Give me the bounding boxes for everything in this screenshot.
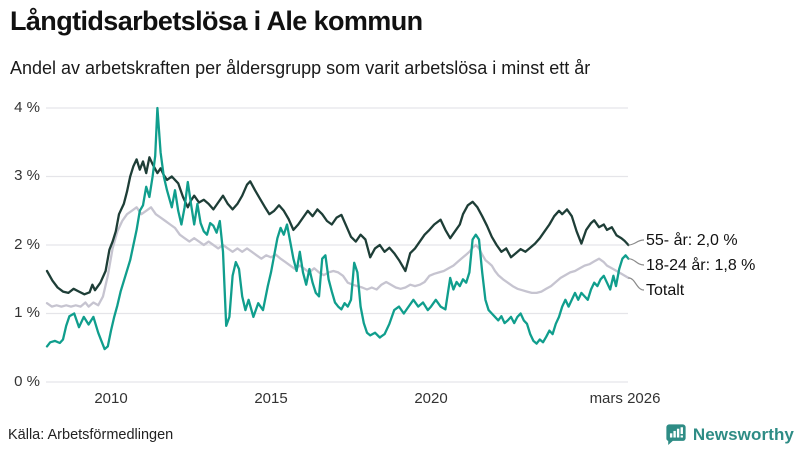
series-line-totalt bbox=[45, 206, 630, 308]
newsworthy-logo-icon bbox=[665, 423, 687, 446]
chart-subtitle: Andel av arbetskraften per åldersgrupp s… bbox=[10, 58, 591, 78]
newsworthy-brand: Newsworthy bbox=[665, 423, 794, 446]
label-connector-totalt bbox=[628, 277, 645, 291]
end-label-totalt: Totalt bbox=[646, 282, 685, 299]
x-tick-2015: 2015 bbox=[254, 390, 288, 407]
page-title: Långtidsarbetslösa i Ale kommun bbox=[10, 6, 423, 36]
label-connector-55-r bbox=[628, 239, 645, 246]
x-tick-2010: 2010 bbox=[94, 390, 128, 407]
series-line-18-24-r bbox=[45, 106, 630, 351]
series-line-55-r bbox=[45, 156, 630, 296]
end-label-55-ar: 55- år: 2,0 % bbox=[646, 232, 738, 249]
y-tick-0: 0 % bbox=[14, 373, 40, 390]
source-attribution: Källa: Arbetsförmedlingen bbox=[8, 427, 174, 443]
x-tick-2020: 2020 bbox=[414, 390, 448, 407]
end-label-18-24-ar: 18-24 år: 1,8 % bbox=[646, 257, 756, 274]
label-connector-18-24-r bbox=[628, 258, 645, 266]
y-tick-2: 2 % bbox=[14, 236, 40, 253]
newsworthy-brand-text: Newsworthy bbox=[692, 424, 794, 444]
y-tick-4: 4 % bbox=[14, 99, 40, 116]
y-tick-3: 3 % bbox=[14, 167, 40, 184]
x-tick-mars-2026: mars 2026 bbox=[589, 390, 661, 407]
y-tick-1: 1 % bbox=[14, 304, 40, 321]
